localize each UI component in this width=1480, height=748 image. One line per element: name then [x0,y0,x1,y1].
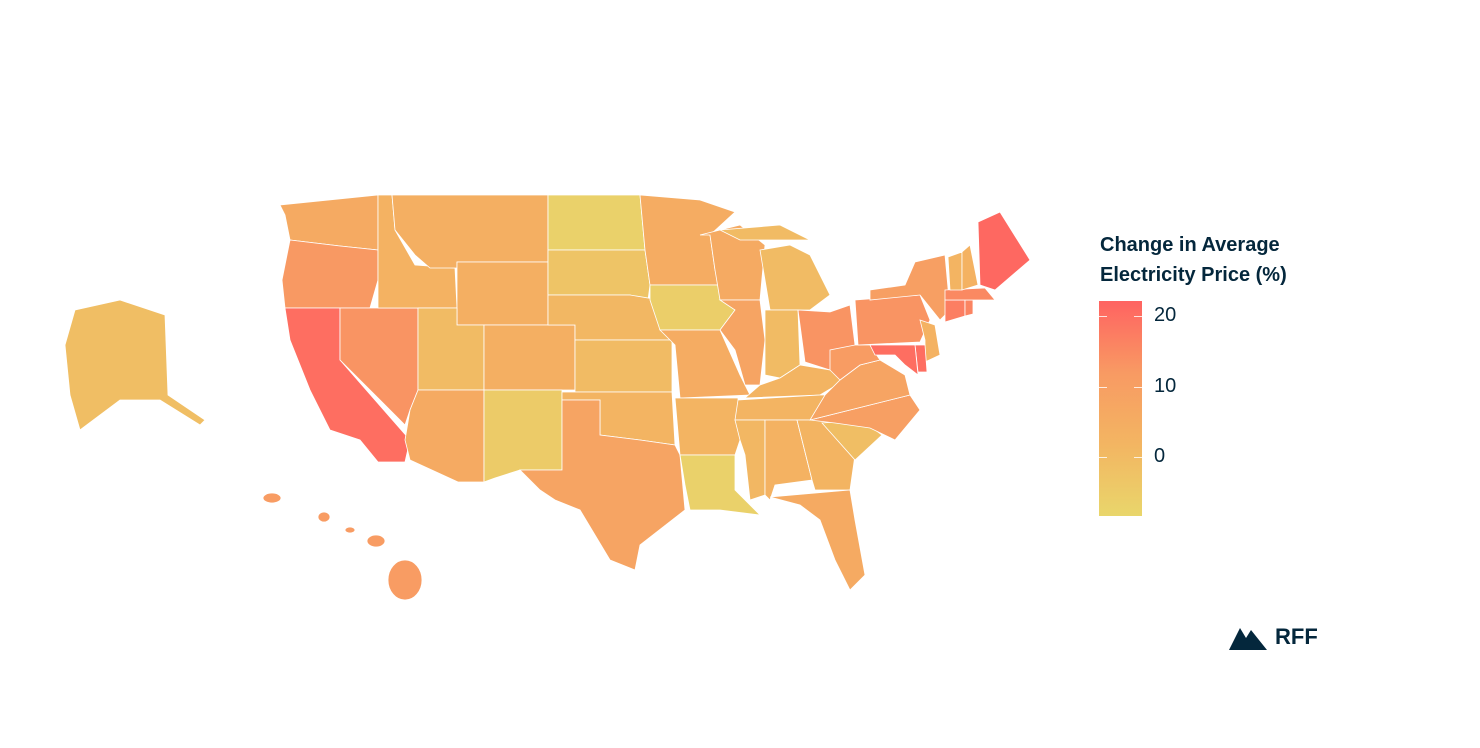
state-az [404,389,485,483]
state-ks [574,339,673,393]
state-mi [718,224,831,311]
state-nd [547,194,646,251]
colorbar-tick-0 [1099,457,1142,458]
colorbar-label-0: 0 [1154,445,1166,467]
state-mt [391,194,549,269]
state-nh [961,244,979,291]
state-tx [519,399,686,571]
legend-title-line1: Change in Average [1100,234,1280,256]
state-ms [734,419,766,501]
legend-title-line2: Electricity Price (%) [1100,264,1287,286]
state-hi-island-3 [344,526,356,534]
state-la [679,454,762,516]
state-wy [456,261,549,326]
state-il [718,299,766,386]
legend-title: Change in Average Electricity Price (%) [1100,230,1287,290]
state-hi-island-2 [317,511,331,523]
state-me [977,211,1031,291]
state-fl [769,489,866,591]
logo-text: RFF [1275,624,1318,649]
state-md [869,344,919,376]
rff-logo: RFF [1229,624,1318,650]
state-co [483,324,576,391]
colorbar-label-10: 10 [1154,375,1177,397]
state-ak [64,299,206,431]
state-nm [483,389,563,483]
colorbar-tick-20 [1099,316,1142,317]
state-ri [964,299,974,317]
state-ma [944,287,996,301]
state-hi-island-1 [262,492,282,504]
state-ky [743,364,846,399]
state-or [281,239,379,309]
state-ct [944,299,966,323]
state-in [764,309,801,379]
colorbar-tick-10 [1099,387,1142,388]
state-hi-island-5 [387,559,423,601]
state-ar [674,397,741,456]
state-vt [947,251,963,291]
colorbar-label-20: 20 [1154,304,1177,326]
state-sd [547,249,651,301]
mountain-logo-icon [1229,628,1267,650]
colorbar [1099,301,1142,516]
state-pa [854,294,931,346]
state-hi-island-4 [366,534,386,548]
